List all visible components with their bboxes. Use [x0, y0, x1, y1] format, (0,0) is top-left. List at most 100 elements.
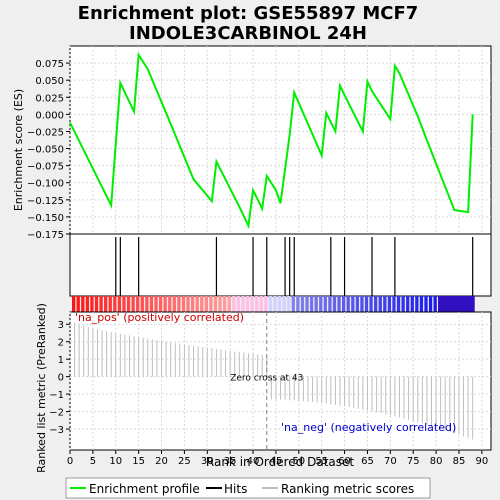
legend-metric-label: Ranking metric scores — [281, 482, 414, 496]
color-bar-cell — [177, 296, 181, 312]
ranked-x-tick-label: 40 — [247, 456, 260, 467]
color-bar-cell — [158, 296, 163, 312]
color-bar-cell — [245, 296, 250, 312]
color-bar-cell — [296, 296, 300, 312]
color-bar-cell — [172, 296, 176, 312]
es-gridlines — [69, 46, 491, 235]
color-bar-cell — [223, 296, 227, 312]
color-bar-cell — [401, 296, 405, 312]
ranked-x-tick-label: 30 — [201, 456, 214, 467]
color-bar-cell — [438, 296, 475, 312]
color-bar-cell — [319, 296, 323, 312]
color-bar-cell — [250, 296, 254, 312]
ranked-x-tick-label: 80 — [430, 456, 443, 467]
color-bar-cell — [104, 296, 108, 312]
color-bar-cell — [424, 296, 428, 312]
color-bar-cell — [300, 296, 305, 312]
ranked-x-axis-label: Rank in Ordered Dataset — [206, 455, 354, 469]
ranked-x-tick-label: 50 — [292, 456, 305, 467]
color-bar-cell — [145, 296, 149, 312]
color-bar-cell — [291, 296, 295, 312]
color-bar-cell — [186, 296, 190, 312]
color-bar-cell — [323, 296, 327, 312]
es-y-tick-label: 0.025 — [35, 93, 64, 104]
ranked-x-tick-label: 35 — [224, 456, 237, 467]
ranked-y-tick-label: 3 — [58, 320, 64, 331]
es-y-tick-label: 0.075 — [35, 59, 64, 70]
ranked-x-tick-label: 85 — [453, 456, 466, 467]
es-y-tick-label: −0.050 — [27, 145, 64, 156]
color-bar-cell — [232, 296, 236, 312]
color-bar-cell — [419, 296, 424, 312]
ranked-x-tick-label: 15 — [132, 456, 145, 467]
rank-color-bar — [72, 296, 475, 312]
color-bar-cell — [190, 296, 195, 312]
color-bar-cell — [360, 296, 364, 312]
color-bar-cell — [200, 296, 204, 312]
color-bar-cell — [328, 296, 332, 312]
color-bar-cell — [415, 296, 419, 312]
color-bar-cell — [113, 296, 117, 312]
color-bar-cell — [337, 296, 341, 312]
color-bar-cell — [255, 296, 259, 312]
color-bar-cell — [241, 296, 245, 312]
ranked-y-tick-label: −2 — [49, 408, 64, 419]
es-y-axis-label: Enrichment score (ES) — [12, 89, 25, 211]
ranked-x-tick-label: 0 — [67, 456, 73, 467]
color-bar-cell — [136, 296, 140, 312]
color-bar-cell — [396, 296, 401, 312]
ranked-y-tick-label: 1 — [58, 355, 64, 366]
color-bar-cell — [140, 296, 144, 312]
es-y-ticks: −0.175 −0.150 −0.125 −0.100 −0.075 −0.050 −0.0… — [27, 59, 70, 241]
ranking-metric-bars — [74, 322, 474, 440]
color-bar-cell — [122, 296, 126, 312]
chart-title-line-2: INDOLE3CARBINOL 24H — [129, 23, 367, 44]
color-bar-cell — [204, 296, 209, 312]
es-y-tick-label: −0.175 — [27, 230, 64, 241]
ranked-x-tick-label: 60 — [338, 456, 351, 467]
color-bar-cell — [72, 296, 76, 312]
ranked-x-tick-label: 65 — [361, 456, 374, 467]
color-bar-cell — [428, 296, 433, 312]
color-bar-cell — [154, 296, 158, 312]
color-bar-cell — [131, 296, 135, 312]
color-bar-cell — [374, 296, 378, 312]
chart-title-line-1: Enrichment plot: GSE55897 MCF7 — [78, 3, 419, 24]
neg-correlated-label: 'na_neg' (negatively correlated) — [281, 421, 456, 434]
color-bar-cell — [117, 296, 122, 312]
color-bar-cell — [346, 296, 350, 312]
color-bar-cell — [99, 296, 103, 312]
es-y-tick-label: −0.125 — [27, 196, 64, 207]
color-bar-cell — [378, 296, 382, 312]
ranked-x-ticks: 0 5 10 15 20 25 30 35 40 45 50 55 60 65 70 75 80 85 90 — [67, 450, 488, 467]
color-bar-cell — [227, 296, 231, 312]
color-bar-cell — [85, 296, 90, 312]
es-y-tick-label: 0.050 — [35, 76, 64, 87]
ranked-y-tick-label: −1 — [49, 390, 64, 401]
color-bar-cell — [406, 296, 410, 312]
color-bar-cell — [126, 296, 131, 312]
es-y-tick-label: −0.075 — [27, 162, 64, 173]
color-bar-cell — [209, 296, 213, 312]
color-bar-cell — [314, 296, 318, 312]
ranked-y-axis-label: Ranked list metric (PreRanked) — [35, 303, 48, 473]
ranked-x-tick-label: 75 — [407, 456, 420, 467]
legend-hits-label: Hits — [224, 482, 247, 496]
zero-cross-label: Zero cross at 43 — [230, 374, 303, 384]
ranked-x-tick-label: 10 — [109, 456, 122, 467]
color-bar-cell — [81, 296, 85, 312]
legend-profile-label: Enrichment profile — [89, 482, 200, 496]
color-bar-cell — [259, 296, 263, 312]
ranked-x-tick-label: 90 — [475, 456, 488, 467]
ranked-x-tick-label: 25 — [178, 456, 191, 467]
color-bar-cell — [392, 296, 396, 312]
es-y-tick-label: −0.025 — [27, 127, 64, 138]
color-bar-cell — [149, 296, 154, 312]
es-y-tick-label: −0.100 — [27, 179, 64, 190]
ranked-x-tick-label: 5 — [90, 456, 96, 467]
color-bar-cell — [90, 296, 94, 312]
ranked-y-ticks: −3 −2 −1 0 1 2 3 — [49, 320, 70, 436]
color-bar-cell — [287, 296, 291, 312]
color-bar-cell — [168, 296, 172, 312]
